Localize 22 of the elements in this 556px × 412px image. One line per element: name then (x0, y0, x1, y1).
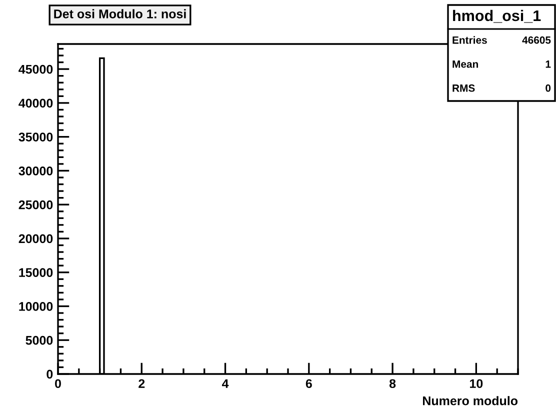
x-axis-title: Numero modulo (423, 396, 518, 406)
y-tick-label: 20000 (18, 234, 53, 244)
x-tick-label: 10 (470, 379, 483, 388)
y-tick-label: 5000 (26, 336, 53, 345)
y-tick-label: 10000 (19, 302, 53, 311)
text: RMS 0 (452, 84, 551, 92)
y-tick-label: 25000 (18, 200, 53, 210)
y-tick-label: 0 (46, 370, 53, 379)
y-tick-label: 45000 (18, 64, 53, 74)
x-tick-label: 4 (222, 379, 229, 388)
chart-title: Det osi Modulo 1: nosi (54, 9, 186, 18)
x-tick-label: 0 (55, 379, 61, 388)
text: Entries 46605 (452, 36, 551, 44)
text: hmod_osi_1 (453, 10, 541, 23)
text: Mean 1 (452, 60, 551, 68)
y-tick-label: 35000 (18, 132, 53, 142)
y-tick-label: 15000 (19, 268, 53, 278)
y-tick-label: 30000 (18, 166, 53, 176)
x-tick-label: 2 (138, 379, 145, 388)
x-tick-label: 6 (306, 379, 312, 388)
y-tick-label: 40000 (18, 98, 53, 108)
x-tick-label: 8 (389, 379, 396, 388)
